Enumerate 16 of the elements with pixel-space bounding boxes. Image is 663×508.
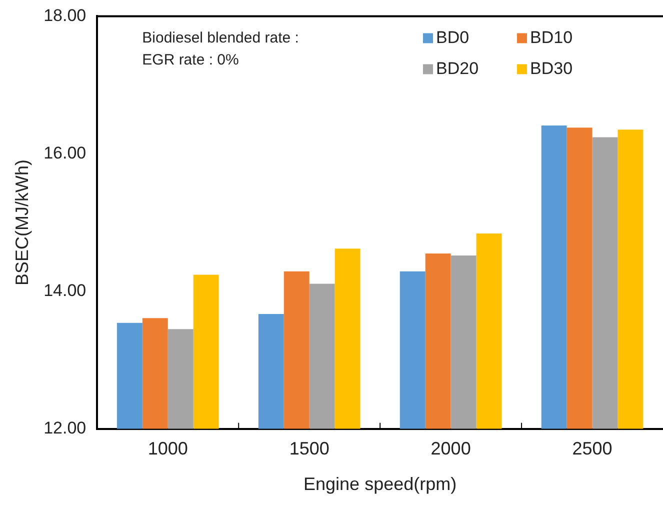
x-tick-label: 2500 bbox=[572, 438, 612, 459]
annotation: Biodiesel blended rate : bbox=[142, 29, 299, 46]
x-tick-label: 1500 bbox=[289, 438, 330, 459]
x-tick-label: 1000 bbox=[148, 438, 188, 459]
legend-label: BD10 bbox=[530, 28, 573, 47]
legend-label: BD0 bbox=[436, 28, 470, 47]
legend-label: BD20 bbox=[436, 58, 479, 78]
legend-label: BD30 bbox=[530, 58, 573, 78]
y-tick-label: 18.00 bbox=[44, 6, 86, 25]
y-tick-label: 16.00 bbox=[44, 143, 86, 162]
y-tick-label: 14.00 bbox=[44, 280, 86, 300]
x-tick-label: 2000 bbox=[430, 438, 471, 459]
y-axis-title: BSEC(MJ/kWh) bbox=[12, 160, 32, 286]
y-tick-label: 12.00 bbox=[44, 418, 86, 438]
x-axis-title: Engine speed(rpm) bbox=[304, 474, 457, 494]
annotation: EGR rate : 0% bbox=[142, 51, 239, 68]
